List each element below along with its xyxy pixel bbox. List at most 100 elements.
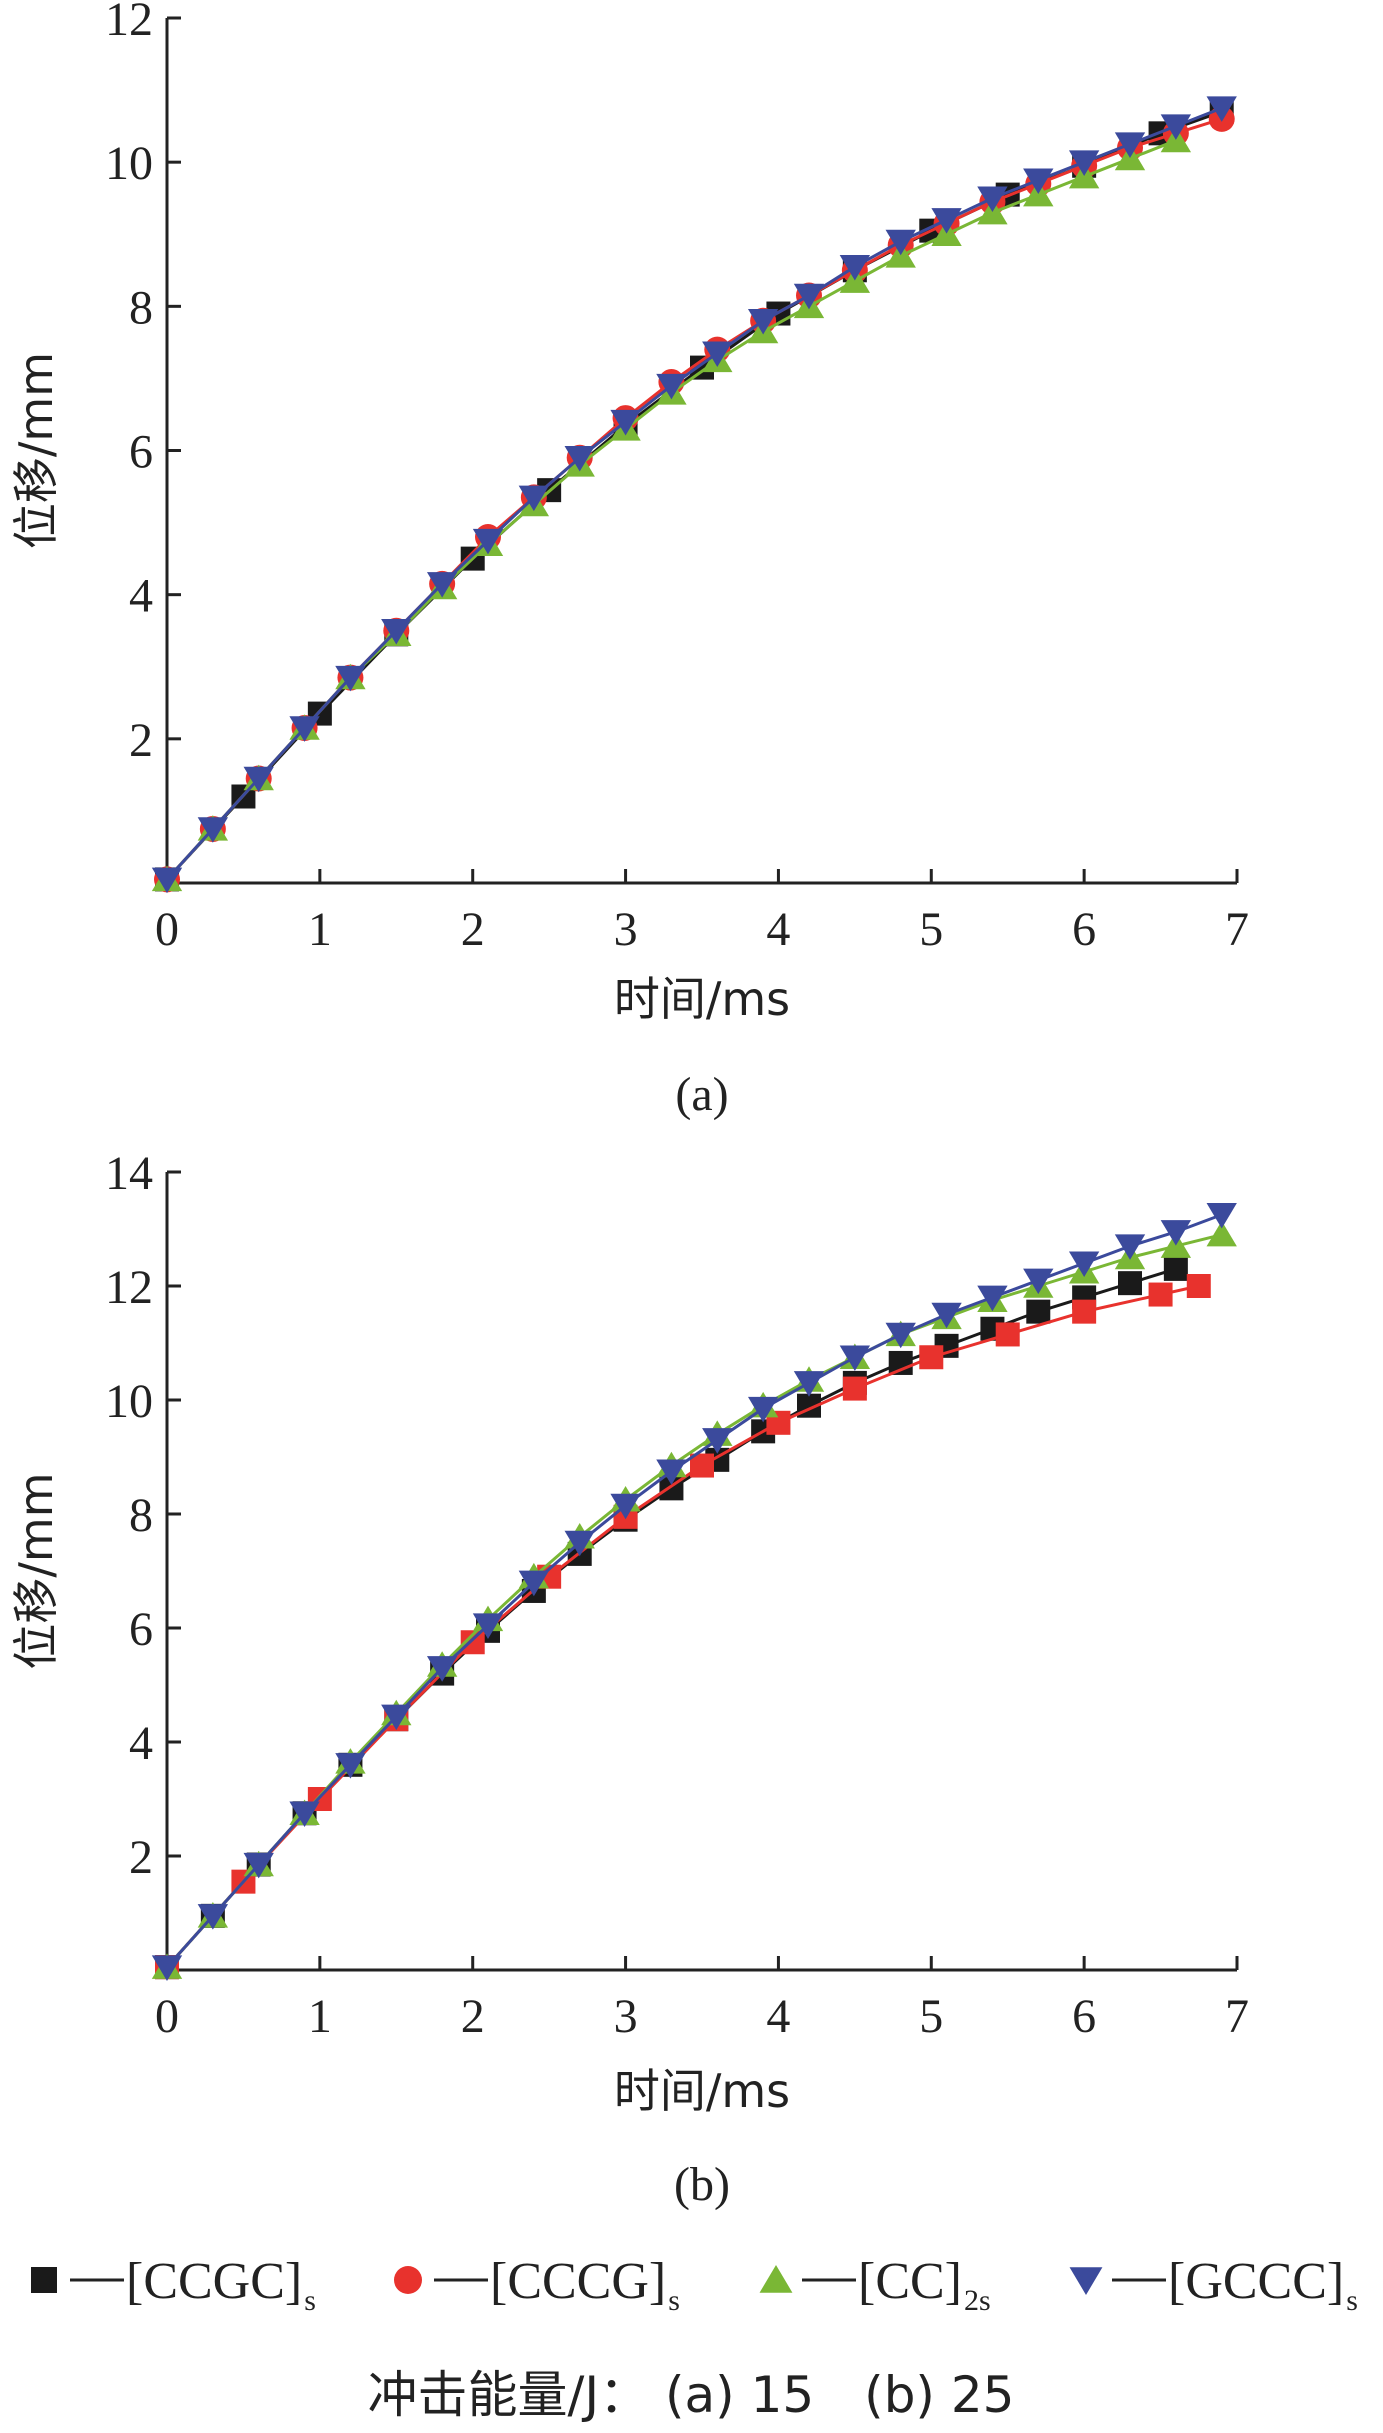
series-line (165, 139, 1177, 881)
data-point (839, 1345, 871, 1372)
legend-label: [CCCG] (490, 2253, 666, 2310)
data-point (1026, 1299, 1051, 1324)
y-axis-title: 位移/mm (9, 1472, 63, 1669)
x-axis-title: 时间/ms (614, 972, 790, 1026)
data-point (197, 1904, 229, 1930)
legend: [CCGC] s [CCCG] s [CC] 2s [GCCC] s (31, 2253, 1358, 2317)
y-tick-label: 4 (129, 1717, 153, 1770)
data-point (747, 309, 779, 335)
data-point (197, 817, 229, 843)
data-point (1023, 168, 1054, 194)
data-point (839, 254, 871, 281)
x-tick-label: 5 (919, 903, 943, 956)
data-point (885, 229, 916, 256)
y-axis-title: 位移/mm (9, 352, 63, 549)
y-tick-label: 10 (105, 1375, 153, 1428)
panel-label: (a) (675, 1068, 728, 1121)
y-tick-label: 14 (105, 1147, 153, 1200)
x-tick-label: 0 (155, 1990, 179, 2043)
y-tick-label: 6 (129, 426, 153, 479)
data-point (472, 528, 504, 555)
series-cc-2s (151, 126, 1192, 892)
data-point (995, 1322, 1020, 1347)
series-gccc-s (151, 1203, 1237, 1981)
data-point (1148, 1282, 1173, 1307)
data-point (243, 766, 274, 793)
data-point (747, 1396, 779, 1423)
data-point (381, 618, 412, 645)
legend-item: [CCGC] s (31, 2253, 316, 2317)
data-point (518, 1570, 550, 1597)
series-cccg-s (154, 105, 1235, 893)
data-point (472, 1613, 504, 1639)
x-tick-label: 7 (1225, 1990, 1249, 2043)
legend-item: [CC] 2s (759, 2253, 991, 2317)
data-point (1206, 96, 1237, 122)
y-tick-label: 4 (129, 570, 153, 623)
series-line (165, 1284, 1200, 1969)
x-tick-label: 6 (1072, 903, 1096, 956)
data-point (919, 1345, 944, 1370)
legend-subscript: s (1346, 2284, 1358, 2317)
data-point (931, 208, 962, 234)
y-tick-label: 2 (129, 714, 153, 767)
legend-label: [CCGC] (126, 2253, 302, 2310)
series-line (165, 1233, 1223, 1969)
data-point (977, 186, 1008, 213)
y-tick-label: 8 (129, 1489, 153, 1542)
data-point (931, 1302, 962, 1329)
data-point (1206, 1203, 1237, 1229)
x-tick-label: 4 (766, 903, 790, 956)
data-point (1068, 150, 1100, 176)
y-tick-label: 6 (129, 1603, 153, 1656)
y-tick-label: 12 (105, 0, 153, 46)
panel-label: (b) (674, 2158, 730, 2211)
data-point (610, 409, 641, 436)
legend-marker (394, 2266, 422, 2294)
data-point (702, 1428, 733, 1454)
series-cccg-s (155, 1274, 1211, 1980)
data-point (656, 1459, 687, 1486)
x-tick-label: 3 (614, 1990, 638, 2043)
x-tick-label: 6 (1072, 1990, 1096, 2043)
data-point (289, 1801, 320, 1828)
series-line (165, 106, 1223, 881)
y-tick-label: 10 (105, 137, 153, 190)
data-point (793, 283, 825, 310)
data-point (243, 1852, 274, 1879)
x-tick-label: 5 (919, 1990, 943, 2043)
data-point (1206, 1220, 1237, 1247)
legend-item: [GCCC] s (1069, 2253, 1358, 2317)
data-point (151, 867, 183, 894)
data-point (842, 1376, 867, 1401)
x-tick-label: 0 (155, 903, 179, 956)
y-tick-label: 12 (105, 1261, 153, 1314)
data-point (1160, 1220, 1192, 1246)
data-point (656, 373, 687, 400)
data-point (426, 572, 458, 598)
data-point (1023, 1268, 1054, 1295)
data-point (1114, 132, 1146, 158)
legend-marker (31, 2267, 57, 2293)
x-tick-label: 2 (461, 1990, 485, 2043)
data-point (1068, 1251, 1100, 1277)
legend-subscript: s (668, 2284, 680, 2317)
data-point (1114, 1234, 1146, 1260)
series-line (165, 117, 1223, 881)
data-point (793, 1371, 825, 1397)
data-point (885, 1322, 916, 1349)
series-gccc-s (151, 96, 1237, 894)
y-tick-label: 8 (129, 281, 153, 334)
series-line (165, 110, 1223, 881)
legend-label: [GCCC] (1168, 2253, 1344, 2310)
data-point (977, 1285, 1008, 1312)
legend-subscript: s (304, 2284, 316, 2317)
data-point (610, 1493, 641, 1520)
legend-marker (1069, 2267, 1103, 2295)
data-point (1072, 1299, 1097, 1324)
series-cc-2s (151, 1220, 1237, 1979)
data-point (1118, 1271, 1142, 1296)
